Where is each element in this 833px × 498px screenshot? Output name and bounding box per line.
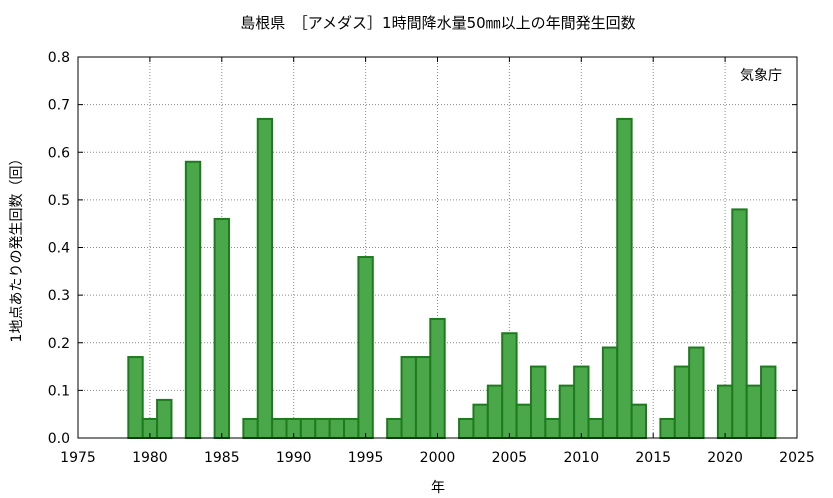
bar-2021	[731, 208, 748, 439]
x-tick-label: 2020	[707, 450, 743, 466]
x-tick-labels: 1975 1980 1985 1990 1995 2000 2005 2010 2015 2020…	[60, 450, 815, 466]
y-tick-label: 0.3	[48, 288, 70, 304]
bar-2006	[515, 403, 532, 440]
x-tick-label: 1990	[276, 450, 312, 466]
bar-1991	[299, 417, 317, 440]
y-tick-label: 0.2	[48, 336, 70, 352]
bar-1994	[343, 417, 360, 440]
bar-1993	[328, 417, 346, 440]
x-tick-label: 1995	[348, 450, 384, 466]
bar-2005	[501, 332, 518, 440]
bar-2008	[544, 417, 561, 440]
x-tick-label: 2010	[563, 450, 599, 466]
bar-2004	[486, 384, 504, 439]
bar-1985	[213, 217, 230, 439]
y-tick-label: 0.1	[48, 383, 70, 399]
x-tick-label: 2025	[779, 450, 815, 466]
y-tick-label: 0.7	[48, 98, 70, 114]
x-tick-label: 1980	[132, 450, 168, 466]
bar-1981	[156, 398, 173, 439]
bar-2007	[529, 365, 547, 439]
bar-2012	[601, 346, 619, 440]
bar-1998	[400, 356, 417, 440]
y-tick-label: 0.8	[48, 50, 70, 66]
bar-2010	[573, 365, 590, 439]
bar-2003	[472, 403, 489, 440]
bar-1983	[184, 160, 202, 439]
bar-1987	[242, 417, 259, 440]
bar-2016	[659, 417, 676, 440]
bar-2020	[716, 384, 734, 439]
bar-1997	[386, 417, 403, 440]
bar-2017	[673, 365, 691, 439]
y-tick-label: 0.0	[48, 431, 70, 447]
chart-title: 島根県 ［アメダス］1時間降水量50㎜以上の年間発生回数	[240, 14, 635, 32]
bar-2014	[630, 403, 648, 440]
bar-2018	[688, 346, 705, 440]
bar-1979	[127, 356, 144, 440]
y-tick-labels: 0.0 0.1 0.2 0.3 0.4 0.5 0.6 0.7 0.8	[48, 50, 70, 447]
bar-2011	[587, 417, 604, 440]
x-tick-label: 2015	[635, 450, 671, 466]
x-tick-label: 1985	[204, 450, 240, 466]
bar-2000	[429, 317, 446, 439]
bar-1988	[256, 117, 274, 439]
x-tick-label: 2000	[420, 450, 456, 466]
bar-2009	[558, 384, 576, 439]
x-tick-label: 2005	[492, 450, 528, 466]
bar-2002	[458, 417, 475, 440]
y-tick-label: 0.6	[48, 145, 70, 161]
y-axis-title: 1地点あたりの発生回数（回）	[9, 152, 25, 343]
x-tick-label: 1975	[60, 450, 96, 466]
bar-1995	[357, 256, 374, 439]
bar-1989	[271, 417, 288, 440]
bar-1999	[414, 356, 432, 440]
y-tick-label: 0.4	[48, 241, 70, 257]
x-axis-title: 年	[431, 480, 445, 496]
bar-1992	[314, 417, 331, 440]
tick-marks	[77, 56, 798, 439]
bar-2013	[616, 117, 633, 439]
bars	[127, 117, 777, 440]
bar-2023	[760, 365, 777, 439]
bar-2022	[745, 384, 763, 439]
credit-label: 気象庁	[740, 68, 782, 84]
grid	[78, 57, 797, 438]
y-tick-label: 0.5	[48, 193, 70, 209]
